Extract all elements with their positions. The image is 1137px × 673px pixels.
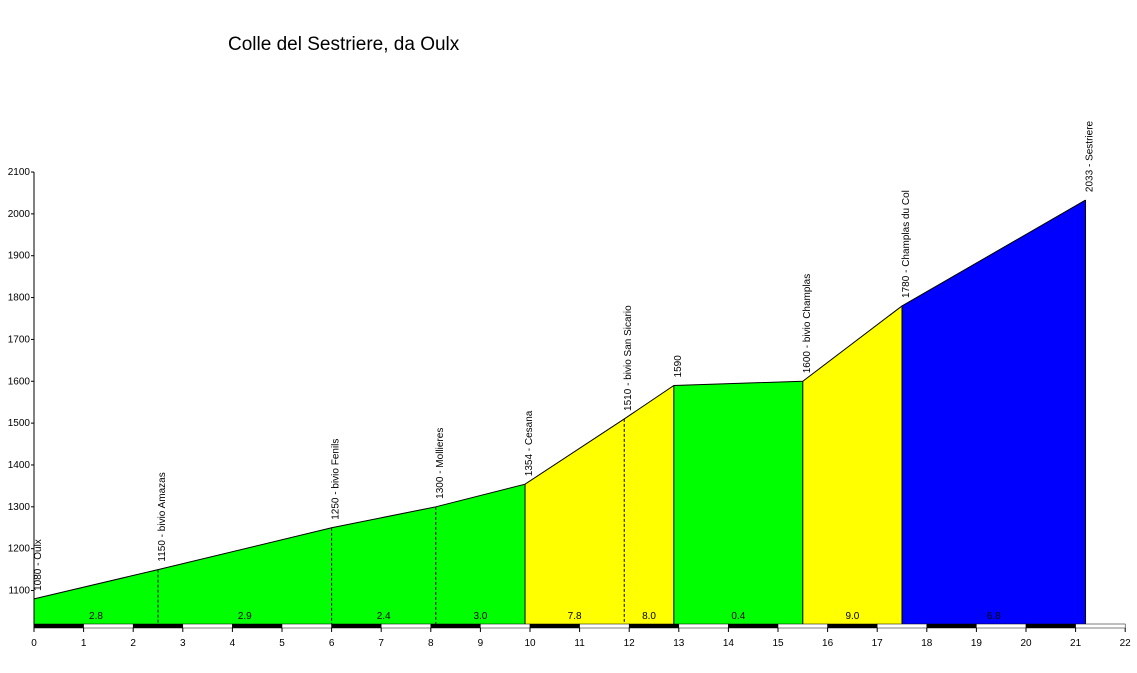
x-tick-label: 0 [31, 638, 37, 649]
waypoint-label: 1300 - Mollieres [435, 428, 446, 499]
km-bar-cell [132, 623, 184, 629]
segment-fill [435, 484, 526, 624]
y-tick-label: 1300 [8, 502, 31, 513]
x-tick-label: 2 [130, 638, 136, 649]
km-bar-cell [182, 623, 233, 629]
segments-layer [33, 199, 1086, 624]
gradient-label: 2.8 [89, 611, 103, 622]
km-bar-cell [480, 623, 531, 629]
x-tick-label: 1 [81, 638, 87, 649]
km-bar-cell [678, 623, 729, 629]
gradient-label: 7.8 [568, 611, 582, 622]
waypoint-label: 1150 - bivio Amazas [157, 472, 168, 561]
waypoint-label: 1250 - bivio Fenils [331, 439, 342, 520]
chart-title: Colle del Sestriere, da Oulx [228, 34, 460, 55]
x-tick-label: 20 [1020, 638, 1032, 649]
km-bar-cell [83, 623, 134, 629]
axis-layer: 1100120013001400150016001700180019002000… [8, 167, 1131, 649]
km-bar-cell [876, 623, 928, 629]
waypoint-label: 1780 - Champlas du Col [901, 190, 912, 298]
segment-fill [525, 418, 625, 624]
km-bar-cell [529, 623, 580, 629]
gradient-label: 0.4 [731, 611, 745, 622]
waypoint-label: 1590 [673, 355, 684, 378]
waypoint-label: 1600 - bivio Champlas [802, 274, 813, 374]
x-tick-label: 14 [723, 638, 735, 649]
y-tick-label: 1200 [8, 544, 31, 555]
x-tick-label: 12 [624, 638, 636, 649]
gradient-label: 8.0 [642, 611, 656, 622]
segment-fill [331, 506, 436, 624]
y-tick-label: 1600 [8, 376, 31, 387]
segment-fill [624, 385, 674, 624]
y-tick-label: 1500 [8, 418, 31, 429]
gradient-label: 6.8 [987, 611, 1001, 622]
x-tick-label: 18 [921, 638, 933, 649]
km-bar-cell [430, 623, 481, 629]
km-bar-cell [380, 623, 432, 629]
waypoint-label: 2033 - Sestriere [1085, 120, 1096, 192]
segment-fill [34, 569, 158, 624]
waypoint-label: 1354 - Cesana [524, 410, 535, 476]
x-tick-label: 5 [279, 638, 285, 649]
x-tick-label: 6 [329, 638, 335, 649]
x-tick-label: 19 [971, 638, 983, 649]
x-tick-label: 16 [822, 638, 834, 649]
km-bar-cell [777, 623, 828, 629]
waypoint-label: 1510 - bivio San Sicario [623, 305, 634, 411]
segment-fill [802, 305, 902, 624]
km-bar-cell [728, 623, 779, 629]
y-tick-label: 1700 [8, 334, 31, 345]
x-tick-label: 7 [378, 638, 384, 649]
gradient-label: 2.4 [377, 611, 391, 622]
x-tick-label: 21 [1070, 638, 1082, 649]
x-tick-label: 9 [478, 638, 484, 649]
km-bar-cell [1075, 623, 1126, 629]
gradient-label: 2.9 [238, 611, 252, 622]
y-tick-label: 1900 [8, 251, 31, 262]
km-bar-cell [1025, 623, 1076, 629]
x-tick-label: 10 [524, 638, 536, 649]
km-bar-cell [926, 623, 977, 629]
y-tick-label: 2000 [8, 209, 31, 220]
x-tick-label: 13 [673, 638, 685, 649]
gradient-label: 3.0 [473, 611, 487, 622]
labels-layer: 2.8 2.9 2.4 3.0 7.8 8.0 0.4 9.0 6.8 1080 - Oulx 11… [33, 120, 1096, 622]
km-bar-cell [331, 623, 382, 629]
km-bar-cell [827, 623, 878, 629]
km-bar-cell [976, 623, 1027, 629]
dividers-layer [157, 200, 1087, 624]
x-tick-label: 22 [1120, 638, 1132, 649]
x-tick-label: 11 [574, 638, 585, 649]
x-tick-label: 3 [180, 638, 186, 649]
km-bar-cell [579, 623, 630, 629]
waypoint-label: 1080 - Oulx [33, 539, 44, 591]
segment-fill [158, 527, 332, 624]
x-tick-label: 4 [230, 638, 236, 649]
y-tick-label: 1100 [8, 586, 30, 597]
km-bar-cell [232, 623, 283, 629]
y-tick-label: 2100 [8, 167, 31, 178]
y-tick-label: 1400 [8, 460, 31, 471]
segment-fill [902, 200, 1086, 624]
y-tick-label: 1800 [8, 293, 31, 304]
segment-fill [673, 381, 803, 624]
km-bar-cell [33, 623, 84, 629]
gradient-label: 9.0 [845, 611, 859, 622]
x-tick-label: 8 [428, 638, 434, 649]
x-tick-label: 17 [872, 638, 884, 649]
profile-line [33, 199, 1086, 600]
x-tick-label: 15 [772, 638, 784, 649]
km-bar-cell [628, 623, 680, 629]
km-bar-cell [281, 623, 332, 629]
